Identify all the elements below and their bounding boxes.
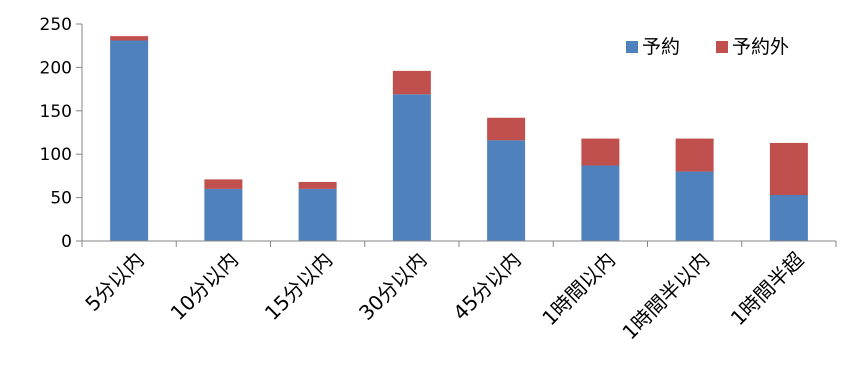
bar-reserved-7 bbox=[675, 171, 714, 241]
legend-swatch-unreserved bbox=[716, 41, 728, 53]
y-axis: 0 50 100 150 200 250 bbox=[40, 15, 83, 252]
bar-reserved-4 bbox=[392, 94, 431, 241]
bar-unreserved-7 bbox=[675, 138, 714, 172]
bar-unreserved-8 bbox=[769, 142, 808, 195]
x-category-label: 30分以内 bbox=[354, 248, 431, 325]
bar-reserved-2 bbox=[204, 188, 243, 241]
bar-reserved-6 bbox=[581, 165, 620, 241]
x-category-label: 1時間半以内 bbox=[617, 248, 714, 345]
bar-reserved-8 bbox=[769, 194, 808, 241]
bar-unreserved-2 bbox=[204, 179, 243, 189]
bars bbox=[110, 36, 808, 241]
bar-unreserved-3 bbox=[298, 181, 337, 189]
legend-swatch-reserved bbox=[626, 41, 638, 53]
bar-reserved-5 bbox=[487, 140, 526, 241]
legend-label-unreserved: 予約外 bbox=[732, 36, 789, 58]
y-tick-label: 200 bbox=[40, 58, 72, 78]
bar-unreserved-4 bbox=[392, 70, 431, 95]
bar-unreserved-6 bbox=[581, 138, 620, 166]
bar-unreserved-1 bbox=[110, 36, 149, 41]
x-category-label: 1時間以内 bbox=[537, 248, 620, 331]
x-category-label: 15分以内 bbox=[260, 248, 337, 325]
x-category-label: 1時間半超 bbox=[726, 248, 809, 331]
x-category-label: 45分以内 bbox=[448, 248, 525, 325]
y-tick-label: 0 bbox=[61, 232, 72, 252]
y-tick-label: 100 bbox=[40, 145, 72, 165]
y-tick-label: 50 bbox=[50, 189, 72, 209]
x-category-label: 5分以内 bbox=[80, 248, 148, 316]
legend: 予約 予約外 bbox=[626, 36, 789, 58]
legend-label-reserved: 予約 bbox=[642, 36, 680, 58]
bar-unreserved-5 bbox=[487, 117, 526, 141]
y-tick-label: 250 bbox=[40, 15, 72, 35]
bar-reserved-3 bbox=[298, 188, 337, 241]
x-category-label: 10分以内 bbox=[166, 248, 243, 325]
bar-reserved-1 bbox=[110, 40, 149, 241]
y-tick-label: 150 bbox=[40, 102, 72, 122]
